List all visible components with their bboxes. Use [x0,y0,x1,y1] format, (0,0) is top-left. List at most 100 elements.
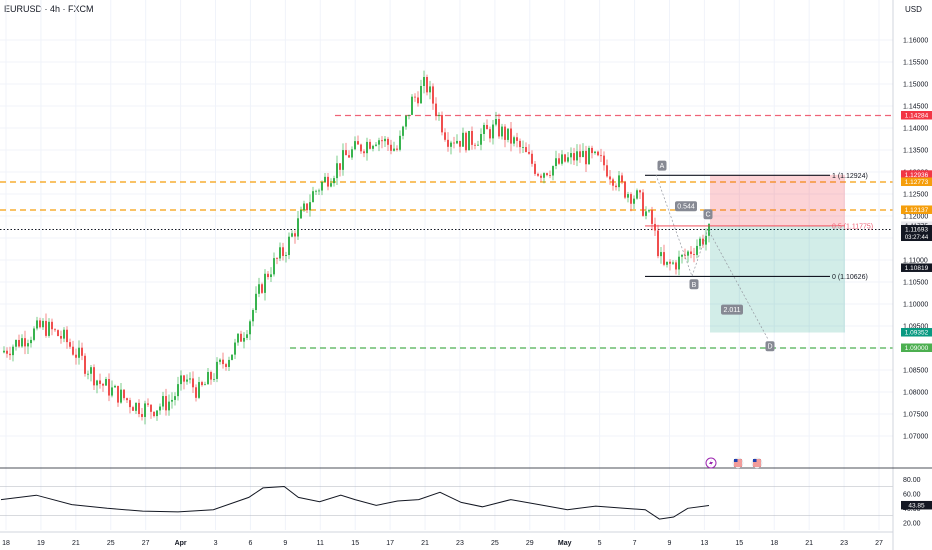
price-tag-box [901,205,932,214]
candle-body [396,148,398,150]
candle-body [75,354,77,358]
symbol-title[interactable]: EURUSD · 4h · FXCM [4,4,94,14]
candle-body [678,256,680,270]
candle-body [54,329,56,331]
flash-icon[interactable] [705,457,717,469]
candle-body [435,103,437,116]
candle-body [333,178,335,184]
candle-body [585,150,587,165]
candle-body [180,375,182,385]
candle-body [696,245,698,255]
us-flag-icon[interactable] [751,457,763,469]
candle-body [186,379,188,382]
candle-body [573,153,575,161]
candle-body [93,367,95,386]
candle-body [150,404,152,412]
candle-body [357,141,359,145]
candle-body [135,402,137,411]
price-tag-box [901,177,932,186]
candle-body [318,190,320,192]
candle-body [633,198,635,204]
candle-body [330,183,332,187]
candle-body [582,150,584,158]
candle-body [519,140,521,148]
candle-body [30,339,32,344]
candle-body [414,96,416,98]
flag-stripe [734,465,742,467]
candle-body [51,321,53,330]
flag-canton [753,459,757,462]
candle-body [423,77,425,86]
candle-body [105,379,107,386]
candle-body [300,210,302,219]
candle-body [609,176,611,180]
candle-body [111,387,113,396]
candle-body [636,190,638,199]
candle-body [630,194,632,204]
candle-body [159,406,161,411]
candle-body [72,346,74,355]
price-tag-label: 1.09000 [905,345,929,352]
rsi-tick-label: 80.00 [903,477,921,484]
pattern-point-badge [689,279,699,290]
candle-body [168,401,170,411]
candle-body [657,230,659,257]
candle-body [399,135,401,150]
pattern-point-label: C [705,212,710,219]
candle-body [267,273,269,278]
candle-body [3,350,5,353]
time-tick-label: 21 [421,540,429,547]
candle-body [87,373,89,375]
candle-body [513,137,515,144]
candle-body [258,284,260,294]
price-tag-label: 1.09352 [905,330,929,337]
price-tag-box [901,111,932,120]
candle-body [591,147,593,154]
us-flag-icon[interactable] [732,457,744,469]
candle-body [162,396,164,407]
flag-canton [734,459,738,462]
candle-body [216,361,218,379]
candle-body [426,77,428,93]
candle-body [456,140,458,144]
currency-label: USD [905,5,922,14]
candle-body [126,398,128,401]
ratio-badge [721,304,743,315]
flag-stripe [753,459,761,461]
candle-body [651,210,653,224]
candle-body [417,97,419,104]
pattern-point-label: D [767,344,772,351]
time-tick-label: 21 [805,540,813,547]
candle-body [462,132,464,147]
candle-body [450,142,452,147]
candle-body [492,124,494,139]
candle-body [255,293,257,311]
candle-body [663,252,665,265]
flag-stripe [734,459,742,461]
candle-body [171,399,173,402]
candle-body [315,190,317,192]
candle-body [342,150,344,170]
candle-body [60,336,62,339]
ratio-label: 2.011 [724,307,741,314]
time-tick-label: 18 [770,540,778,547]
candle-body [684,254,686,256]
price-tag-label: 1.12773 [905,179,929,186]
candle-body [69,342,71,347]
candle-body [42,320,44,328]
candle-body [48,321,50,336]
candle-body [270,274,272,278]
candle-body [102,383,104,386]
candle-body [144,403,146,417]
time-tick-label: 6 [248,540,252,547]
candle-body [117,385,119,403]
time-tick-label: 7 [633,540,637,547]
candle-body [381,140,383,142]
pattern-path [655,174,769,340]
candle-body [375,144,377,146]
candle-body [441,115,443,133]
candle-body [672,262,674,264]
price-tag-label: 1.14284 [905,113,929,120]
candle-body [213,378,215,380]
